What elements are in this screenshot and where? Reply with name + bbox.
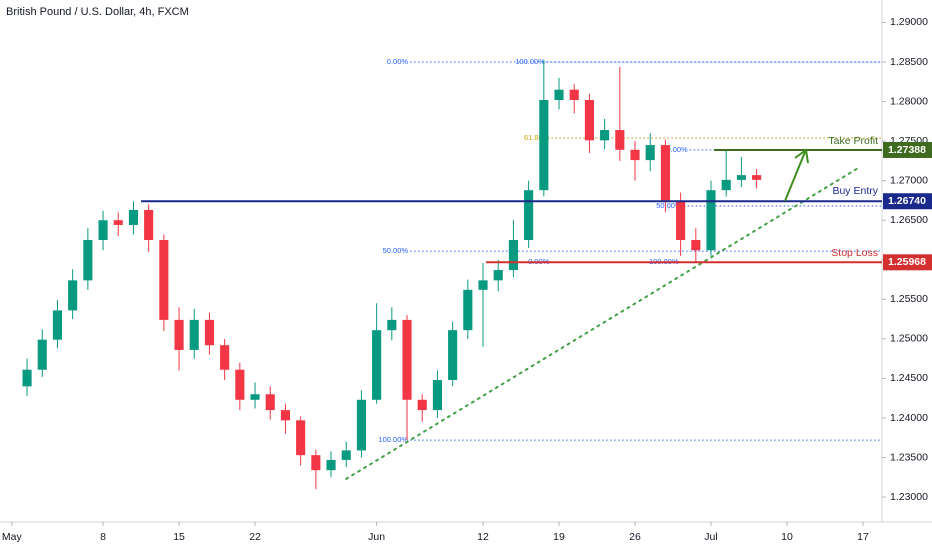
x-tick-label: May: [2, 531, 23, 543]
fib-label: 61.80%: [524, 133, 550, 142]
candle-body: [341, 450, 351, 460]
candle-body: [645, 145, 655, 161]
candle-body: [706, 190, 716, 251]
candle-body: [554, 89, 564, 100]
candle-body: [37, 339, 47, 370]
y-tick-label: 1.25500: [890, 293, 928, 305]
candle-body: [220, 345, 230, 370]
candle-body: [311, 455, 321, 471]
candle-body: [569, 89, 579, 100]
price-box-label: 1.26740: [888, 195, 926, 207]
candle-body: [174, 319, 184, 350]
candle-body: [630, 149, 640, 161]
fib-label: 50.00%: [383, 246, 409, 255]
candle-body: [508, 239, 518, 271]
fib-label: 50.00%: [656, 201, 682, 210]
price-box: [883, 141, 932, 158]
candle-body: [372, 330, 382, 400]
candle-body: [250, 394, 260, 400]
trend-line: [345, 167, 858, 480]
level-label: Take Profit: [828, 135, 878, 147]
x-tick-label: Jun: [368, 531, 385, 543]
y-tick-label: 1.23500: [890, 451, 928, 463]
candle-body: [736, 175, 746, 180]
candle-body: [432, 380, 442, 411]
price-box-label: 1.25968: [888, 256, 926, 268]
fib-label: 100.00%: [378, 435, 408, 444]
price-box: [883, 254, 932, 271]
x-tick-label: 22: [249, 531, 261, 543]
candle-body: [235, 369, 245, 400]
arrow-head: [794, 148, 809, 164]
candle-body: [539, 99, 549, 191]
candle-body: [691, 239, 701, 251]
candle-body: [189, 319, 199, 350]
candle-body: [417, 399, 427, 411]
level-label: Stop Loss: [831, 247, 878, 259]
candle-body: [524, 190, 534, 240]
candle-body: [98, 220, 108, 240]
y-tick-label: 1.23000: [890, 491, 928, 503]
candle-body: [615, 130, 625, 150]
x-tick-label: 19: [553, 531, 565, 543]
candle-body: [204, 319, 215, 346]
candle-body: [721, 179, 731, 191]
chart-title: British Pound / U.S. Dollar, 4h, FXCM: [6, 6, 189, 18]
candle-body: [113, 220, 123, 225]
candle-body: [402, 319, 412, 400]
y-tick-label: 1.28000: [890, 95, 928, 107]
x-tick-label: 17: [857, 531, 869, 543]
candle-body: [676, 200, 686, 240]
candle-body: [22, 369, 32, 387]
candle-body: [448, 330, 458, 381]
candle-body: [128, 209, 139, 225]
y-tick-label: 1.25000: [890, 333, 928, 345]
candle-body: [478, 280, 488, 290]
candle-body: [52, 310, 63, 340]
candle-body: [265, 394, 275, 411]
fib-label: 100.00%: [515, 57, 545, 66]
candle-body: [296, 420, 306, 456]
candle-body: [159, 239, 169, 320]
y-tick-label: 1.24500: [890, 372, 928, 384]
candle-body: [387, 319, 397, 331]
level-label: Buy Entry: [832, 185, 878, 197]
y-tick-label: 1.27000: [890, 174, 928, 186]
y-tick-label: 1.24000: [890, 412, 928, 424]
candle-body: [600, 130, 610, 141]
y-tick-label: 1.26500: [890, 214, 928, 226]
fib-label: 0.00%: [387, 57, 409, 66]
plot: 0.00%100.00%50.00%100.00%61.80%0.00%0.00…: [22, 57, 882, 490]
fib-label: 0.00%: [666, 145, 688, 154]
candle-body: [83, 239, 93, 281]
candle-body: [68, 280, 78, 311]
x-tick-label: 10: [781, 531, 793, 543]
price-box-label: 1.27388: [888, 144, 926, 156]
x-tick-label: 15: [173, 531, 185, 543]
candle-body: [280, 410, 290, 421]
x-tick-label: Jul: [704, 531, 717, 543]
candle-body: [584, 99, 594, 141]
arrow: [784, 151, 806, 202]
x-tick-label: 8: [100, 531, 106, 543]
price-box: [883, 193, 932, 210]
y-tick-label: 1.28500: [890, 56, 928, 68]
candle-body: [144, 209, 154, 240]
candle-body: [326, 459, 336, 471]
candle-body: [356, 399, 366, 451]
candle-body: [752, 175, 762, 180]
candle-body: [660, 145, 670, 201]
x-tick-label: 26: [629, 531, 641, 543]
candle-body: [463, 289, 473, 331]
y-tick-label: 1.29000: [890, 16, 928, 28]
candle-body: [493, 270, 503, 281]
x-tick-label: 12: [477, 531, 489, 543]
